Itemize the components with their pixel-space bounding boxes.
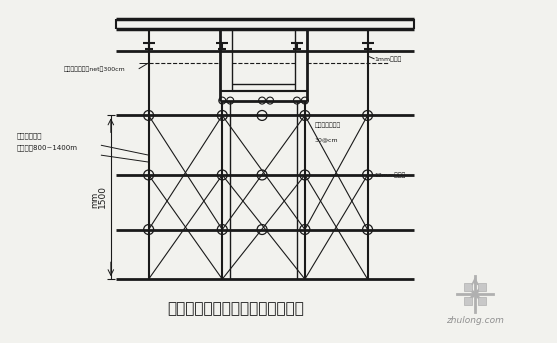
Text: 1mm多层板: 1mm多层板: [374, 56, 402, 62]
Text: 图中支撑柱，: 图中支撑柱，: [16, 132, 42, 139]
Text: 履模板下中、「net」300cm: 履模板下中、「net」300cm: [64, 66, 126, 72]
Text: 有梁位置、上层梁模板安装示意图: 有梁位置、上层梁模板安装示意图: [167, 301, 304, 316]
Text: zhulong.com: zhulong.com: [446, 316, 504, 325]
Bar: [478, 283, 486, 291]
Bar: [478, 297, 486, 305]
Text: 12mm多层板: 12mm多层板: [374, 172, 406, 178]
Text: 路立杆间距下下: 路立杆间距下下: [315, 122, 341, 128]
Text: 1500: 1500: [99, 185, 108, 208]
Text: mm: mm: [90, 192, 99, 208]
Bar: [464, 283, 472, 291]
Bar: [464, 297, 472, 305]
Text: 板间距为800~1400m: 板间距为800~1400m: [16, 144, 77, 151]
Text: 30@cm: 30@cm: [315, 138, 339, 143]
